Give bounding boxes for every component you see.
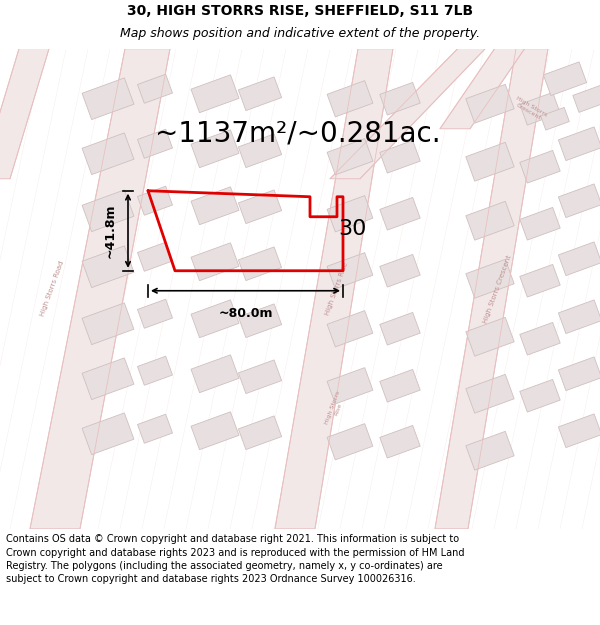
Polygon shape	[435, 49, 548, 529]
Polygon shape	[137, 414, 173, 443]
Text: High Storrs
Rise: High Storrs Rise	[324, 391, 346, 427]
Polygon shape	[559, 357, 600, 391]
Polygon shape	[380, 198, 420, 230]
Text: High Storrs Crescent: High Storrs Crescent	[482, 254, 512, 324]
Polygon shape	[380, 82, 420, 115]
Text: ~80.0m: ~80.0m	[218, 307, 273, 320]
Polygon shape	[559, 242, 600, 276]
Polygon shape	[82, 413, 134, 454]
Polygon shape	[440, 0, 600, 129]
Polygon shape	[191, 75, 239, 112]
Polygon shape	[544, 62, 587, 96]
Polygon shape	[238, 134, 281, 168]
Polygon shape	[137, 74, 173, 103]
Polygon shape	[191, 243, 239, 281]
Polygon shape	[191, 355, 239, 392]
Polygon shape	[137, 356, 173, 385]
Polygon shape	[559, 127, 600, 161]
Polygon shape	[380, 141, 420, 173]
Polygon shape	[466, 84, 514, 123]
Text: 30, HIGH STORRS RISE, SHEFFIELD, S11 7LB: 30, HIGH STORRS RISE, SHEFFIELD, S11 7LB	[127, 4, 473, 18]
Polygon shape	[82, 358, 134, 399]
Polygon shape	[380, 312, 420, 345]
Text: High Storrs Road: High Storrs Road	[39, 260, 65, 318]
Polygon shape	[30, 49, 170, 529]
Text: Map shows position and indicative extent of the property.: Map shows position and indicative extent…	[120, 28, 480, 40]
Polygon shape	[238, 190, 281, 224]
Polygon shape	[238, 77, 281, 111]
Polygon shape	[327, 253, 373, 289]
Text: High Storrs
Crescent: High Storrs Crescent	[512, 95, 548, 122]
Polygon shape	[82, 133, 134, 174]
Polygon shape	[520, 208, 560, 240]
Polygon shape	[191, 130, 239, 168]
Polygon shape	[137, 129, 173, 158]
Polygon shape	[520, 151, 560, 183]
Polygon shape	[380, 426, 420, 458]
Polygon shape	[541, 107, 569, 130]
Polygon shape	[327, 311, 373, 347]
Polygon shape	[466, 201, 514, 240]
Polygon shape	[82, 246, 134, 288]
Polygon shape	[466, 431, 514, 470]
Polygon shape	[137, 186, 173, 215]
Polygon shape	[275, 49, 393, 529]
Polygon shape	[466, 142, 514, 181]
Polygon shape	[466, 259, 514, 298]
Polygon shape	[82, 303, 134, 344]
Polygon shape	[327, 139, 373, 175]
Polygon shape	[137, 242, 173, 271]
Polygon shape	[82, 78, 134, 119]
Polygon shape	[191, 187, 239, 224]
Polygon shape	[520, 322, 560, 355]
Polygon shape	[520, 264, 560, 297]
Polygon shape	[380, 369, 420, 402]
Text: ~41.8m: ~41.8m	[104, 204, 116, 258]
Polygon shape	[238, 304, 281, 338]
Polygon shape	[327, 424, 373, 460]
Polygon shape	[327, 81, 373, 117]
Text: 30: 30	[338, 219, 367, 239]
Polygon shape	[559, 184, 600, 218]
Polygon shape	[466, 374, 514, 413]
Polygon shape	[191, 300, 239, 338]
Text: Contains OS data © Crown copyright and database right 2021. This information is : Contains OS data © Crown copyright and d…	[6, 534, 464, 584]
Polygon shape	[327, 196, 373, 232]
Polygon shape	[238, 247, 281, 281]
Polygon shape	[380, 254, 420, 287]
Polygon shape	[559, 414, 600, 447]
Text: ~1137m²/~0.281ac.: ~1137m²/~0.281ac.	[155, 120, 440, 148]
Polygon shape	[191, 412, 239, 449]
Polygon shape	[330, 0, 600, 179]
Polygon shape	[520, 379, 560, 412]
Polygon shape	[0, 0, 85, 179]
Polygon shape	[559, 300, 600, 334]
Polygon shape	[137, 299, 173, 328]
Polygon shape	[327, 368, 373, 404]
Polygon shape	[82, 190, 134, 232]
Polygon shape	[466, 318, 514, 356]
Polygon shape	[520, 92, 560, 125]
Polygon shape	[573, 85, 600, 112]
Polygon shape	[238, 360, 281, 394]
Polygon shape	[238, 416, 281, 449]
Text: High Storrs Rise: High Storrs Rise	[325, 261, 349, 316]
